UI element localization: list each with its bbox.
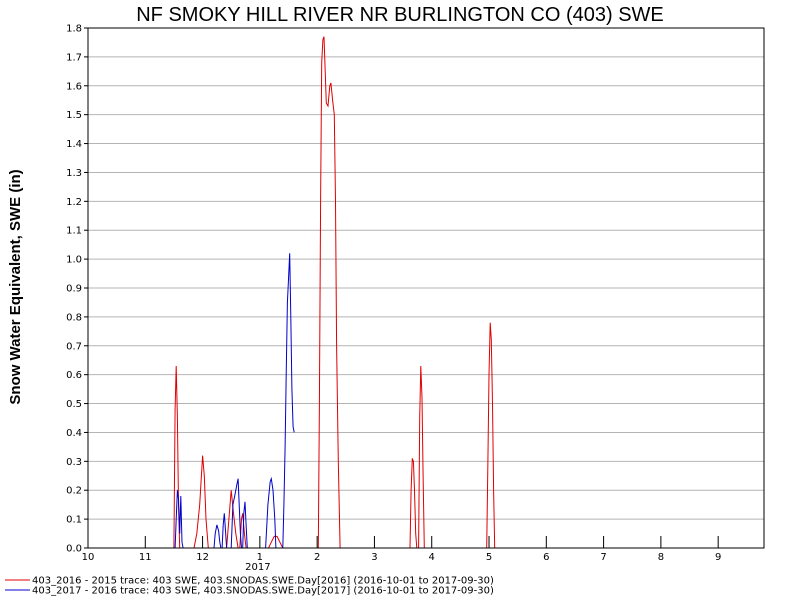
y-axis-label: Snow Water Equivalent, SWE (in): [7, 169, 24, 404]
y-tick-label: 1.1: [66, 226, 82, 237]
x-tick-label: 6: [543, 552, 549, 563]
legend: 403_2016 - 2015 trace: 403 SWE, 403.SNOD…: [5, 576, 494, 597]
y-tick-label: 0.7: [66, 341, 82, 352]
y-tick-label: 0.0: [66, 544, 82, 555]
legend-entry-1: 403_2016 - 2015 trace: 403 SWE, 403.SNOD…: [32, 576, 494, 587]
y-tick-label: 0.3: [66, 457, 82, 468]
y-tick-label: 0.5: [66, 399, 82, 410]
y-tick-label: 1.5: [66, 110, 82, 121]
series-line-1: [173, 36, 496, 549]
x-tick-label: 3: [371, 552, 377, 563]
series-layer: [173, 36, 496, 549]
x-tick-label: 12: [196, 552, 209, 563]
y-tick-label: 0.9: [66, 284, 82, 295]
y-ticks: 0.0 0.1 0.2 0.3 0.4 0.5 0.6 0.7 0.8 0.9 1.0 1.1 1.2 1…: [66, 24, 88, 555]
x-tick-label: 4: [429, 552, 435, 563]
y-tick-label: 0.1: [66, 515, 82, 526]
x-tick-label: 11: [139, 552, 152, 563]
y-tick-label: 1.8: [66, 24, 82, 35]
y-tick-label: 0.6: [66, 370, 82, 381]
chart-title: NF SMOKY HILL RIVER NR BURLINGTON CO (40…: [136, 4, 664, 26]
x-tick-label: 10: [82, 552, 95, 563]
y-tick-label: 0.2: [66, 486, 82, 497]
y-tick-label: 0.8: [66, 312, 82, 323]
grid-lines: [88, 56, 764, 520]
x-tick-label: 8: [658, 552, 664, 563]
y-tick-label: 0.4: [66, 428, 82, 439]
x-tick-label: 2: [314, 552, 320, 563]
y-tick-label: 1.0: [66, 255, 82, 266]
x-tick-label: 1: [257, 552, 263, 563]
x-year-label: 2017: [245, 562, 270, 573]
x-tick-label: 7: [600, 552, 606, 563]
y-tick-label: 1.2: [66, 197, 82, 208]
y-tick-label: 1.4: [66, 139, 82, 150]
series-line-2: [174, 253, 295, 549]
y-tick-label: 1.6: [66, 81, 82, 92]
y-tick-label: 1.3: [66, 168, 82, 179]
x-tick-label: 5: [486, 552, 492, 563]
y-tick-label: 1.7: [66, 52, 82, 63]
legend-entry-2: 403_2017 - 2016 trace: 403 SWE, 403.SNOD…: [32, 586, 494, 597]
x-tick-label: 9: [715, 552, 721, 563]
